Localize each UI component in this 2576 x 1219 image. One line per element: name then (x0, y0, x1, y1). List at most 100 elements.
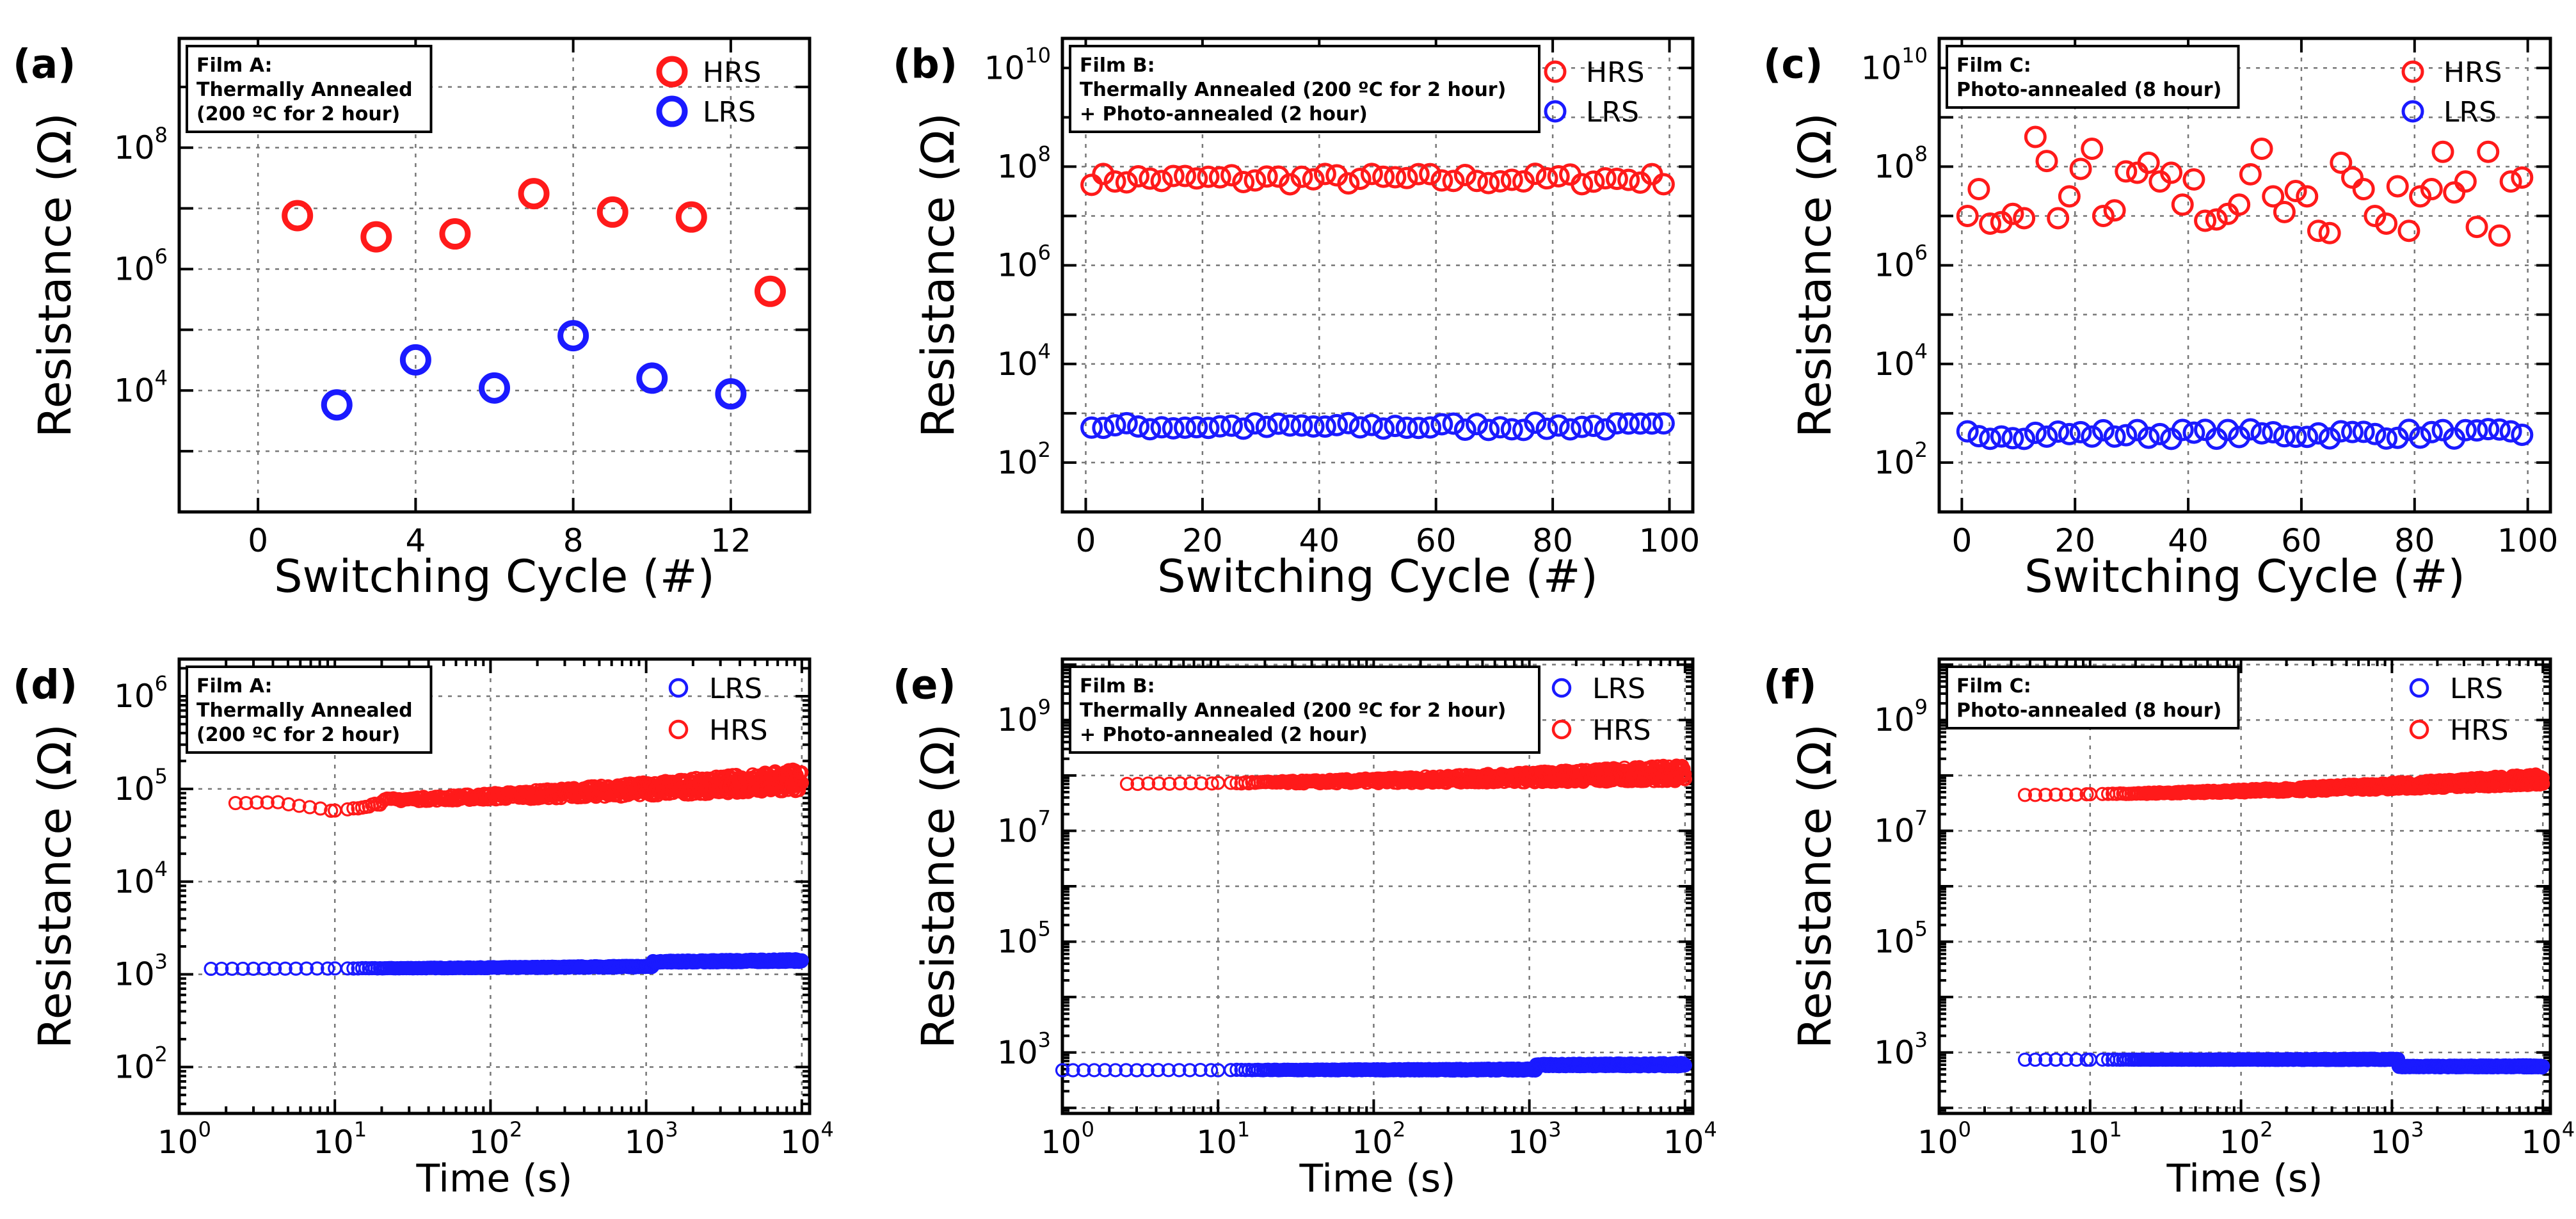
data-point-lrs (1234, 1062, 1249, 1078)
data-point-lrs (2273, 425, 2296, 448)
data-point-hrs (1174, 164, 1197, 187)
data-point-lrs (2262, 420, 2285, 443)
x-axis-title: Switching Cycle (#) (1157, 550, 1598, 603)
data-point-lrs (1127, 415, 1150, 438)
data-point-lrs (1279, 414, 1302, 437)
data-point-lrs (1629, 412, 1652, 435)
film-info-line: Thermally Annealed (196, 79, 413, 101)
y-axis-a: 104 106 108 (114, 85, 810, 513)
data-point-lrs (2341, 420, 2364, 443)
data-point-lrs (2375, 427, 2398, 450)
data-point-hrs (1162, 776, 1177, 791)
data-point-lrs (1129, 1063, 1144, 1078)
data-point-hrs (2273, 200, 2296, 223)
data-point-hrs (1652, 173, 1675, 196)
data-point-lrs (1500, 418, 1523, 441)
y-tick-label: 106 (997, 241, 1051, 284)
data-point-lrs (399, 344, 431, 376)
x-tick-label: 100 (2497, 522, 2558, 559)
data-point-hrs (2318, 221, 2341, 244)
legend-marker-lrs (1544, 100, 1567, 123)
film-info-line: Film A: (196, 54, 273, 77)
x-axis-title: Time (s) (416, 1156, 573, 1201)
y-axis-title: Resistance (Ω) (912, 724, 964, 1049)
legend-a: HRS LRS (656, 56, 762, 129)
data-point-hrs (1139, 167, 1162, 190)
data-point-lrs (320, 961, 335, 976)
data-point-lrs (1360, 413, 1383, 436)
data-point-hrs (1617, 168, 1640, 191)
x-tick-label: 8 (563, 522, 584, 559)
data-point-hrs (596, 196, 628, 228)
legend-marker-hrs (2401, 60, 2424, 83)
data-point-hrs (1442, 170, 1465, 193)
y-axis-title: Resistance (Ω) (1789, 113, 1841, 438)
panel-e: (e) 103 105 107 109 100 101 102 103 104 Time (s) Re… (893, 657, 1717, 1201)
data-point-lrs (2216, 418, 2239, 442)
data-point-lrs (2499, 420, 2522, 443)
data-point-lrs (1313, 415, 1336, 438)
x-tick-label: 100 (157, 1117, 211, 1161)
data-point-hrs (2375, 212, 2398, 235)
data-point-lrs (1103, 414, 1126, 437)
x-tick-label: 60 (1416, 522, 1457, 559)
data-point-lrs (2250, 422, 2273, 445)
x-tick-label: 104 (1663, 1117, 1717, 1161)
x-tick-label: 102 (468, 1117, 522, 1161)
data-point-hrs (1348, 167, 1372, 190)
data-point-lrs (2352, 420, 2375, 443)
data-point-hrs (1956, 205, 1979, 227)
film-info-box-b: Film B:Thermally Annealed (200 ºC for 2 … (1069, 45, 1540, 133)
data-point-hrs (282, 200, 314, 232)
data-point-hrs (2443, 181, 2466, 204)
data-point-hrs (1103, 170, 1126, 193)
legend-label-hrs: HRS (709, 714, 768, 747)
data-point-lrs (2125, 418, 2148, 442)
legend-marker-lrs (2401, 100, 2424, 123)
data-point-lrs (2137, 426, 2160, 449)
data-point-lrs (2103, 425, 2126, 448)
y-tick-label: 105 (114, 764, 168, 808)
data-point-lrs (1174, 416, 1197, 439)
data-point-hrs (1384, 166, 1407, 189)
film-info-line: Film B: (1080, 54, 1155, 77)
data-point-hrs (1967, 178, 1990, 201)
data-point-hrs (1244, 169, 1267, 192)
data-point-hrs (2420, 178, 2443, 201)
film-info-box-a: Film A:Thermally Annealed(200 ºC for 2 h… (186, 45, 433, 133)
data-point-hrs (2477, 140, 2500, 163)
panel-label-c: (c) (1763, 40, 1823, 87)
data-point-hrs (2137, 151, 2160, 174)
data-point-lrs (1594, 418, 1617, 441)
y-tick-label: 105 (997, 917, 1051, 960)
data-point-hrs (302, 800, 317, 815)
y-tick-label: 105 (1874, 917, 1928, 960)
data-point-hrs (2095, 786, 2110, 801)
data-point-lrs (2330, 420, 2353, 443)
data-point-lrs (2038, 1052, 2053, 1067)
y-axis-title: Resistance (Ω) (1789, 724, 1841, 1049)
series-hrs-a (282, 178, 786, 307)
data-point-hrs (2171, 193, 2194, 216)
data-point-hrs (250, 795, 264, 810)
x-tick-label: 0 (248, 522, 268, 559)
data-point-hrs (2465, 216, 2488, 239)
data-point-lrs (1076, 1063, 1091, 1078)
data-point-hrs (1150, 170, 1173, 193)
data-point-lrs (2420, 420, 2443, 443)
panel-label-a: (a) (13, 40, 76, 87)
series-hrs-b (1080, 163, 1675, 196)
data-point-hrs (2330, 151, 2353, 174)
x-tick-label: 104 (2521, 1117, 2575, 1161)
data-point-lrs (1384, 415, 1407, 438)
legend-label-lrs: LRS (1592, 673, 1645, 705)
data-point-lrs (1197, 417, 1220, 440)
x-tick-label: 4 (405, 522, 426, 559)
data-point-hrs (1197, 165, 1220, 188)
y-tick-label: 104 (114, 857, 168, 900)
x-tick-label: 103 (625, 1117, 678, 1161)
y-axis-title: Resistance (Ω) (912, 113, 964, 438)
data-point-hrs (1151, 776, 1166, 791)
y-tick-label: 104 (1874, 339, 1928, 383)
data-point-hrs (360, 221, 392, 253)
